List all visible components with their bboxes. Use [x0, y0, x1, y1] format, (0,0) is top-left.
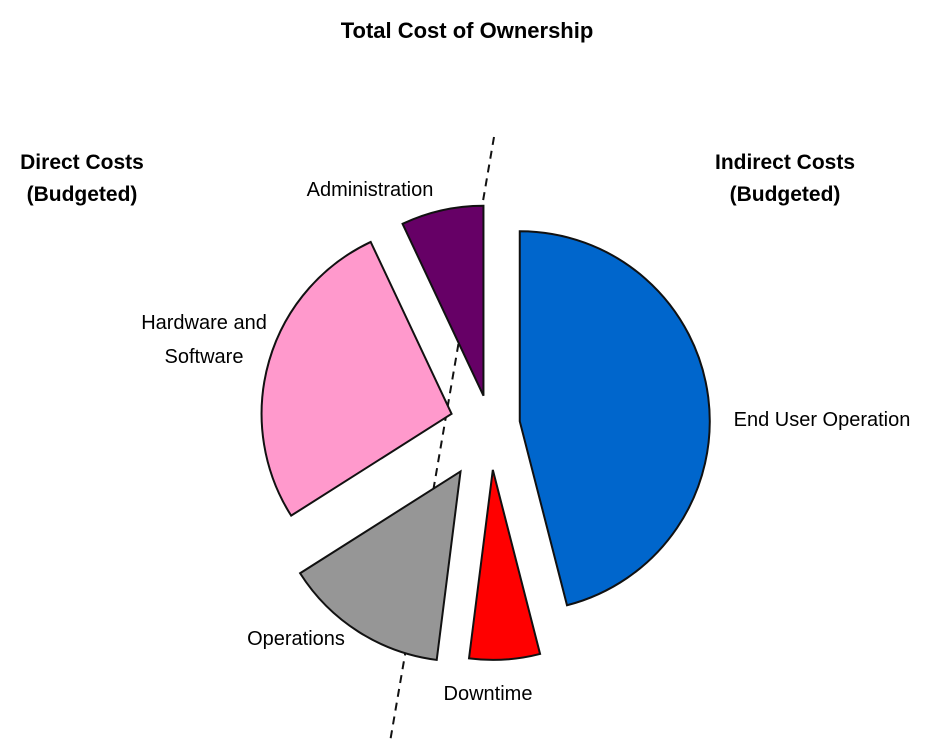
pie-slice-operations — [298, 469, 462, 662]
indirect-costs-label: Indirect Costs (Budgeted) — [715, 151, 855, 206]
pie-slice-hardware-and-software — [260, 240, 453, 518]
pie-slice-end-user-operation — [518, 230, 711, 607]
indirect-costs-label-line-2: (Budgeted) — [730, 183, 841, 206]
pie-slices — [260, 204, 711, 662]
pie-slice-downtime — [467, 469, 542, 661]
slice-label-hardware-and-software-line-2: Software — [165, 346, 244, 368]
slice-label-downtime-line-1: Downtime — [444, 683, 533, 705]
pie-slice-labels: End User Operation Downtime Operations Hard… — [141, 179, 910, 705]
slice-label-administration-line-1: Administration — [307, 179, 434, 201]
chart-title: Total Cost of Ownership — [341, 18, 594, 43]
slice-label-hardware-and-software-line-1: Hardware and — [141, 312, 267, 334]
indirect-costs-label-line-1: Indirect Costs — [715, 151, 855, 174]
pie-slice-administration — [401, 204, 485, 397]
direct-costs-label-line-1: Direct Costs — [20, 151, 144, 174]
slice-label-operations-line-1: Operations — [247, 628, 345, 650]
direct-costs-label: Direct Costs (Budgeted) — [20, 151, 144, 206]
slice-label-end-user-operation-line-1: End User Operation — [734, 409, 911, 431]
direct-costs-label-line-2: (Budgeted) — [27, 183, 138, 206]
